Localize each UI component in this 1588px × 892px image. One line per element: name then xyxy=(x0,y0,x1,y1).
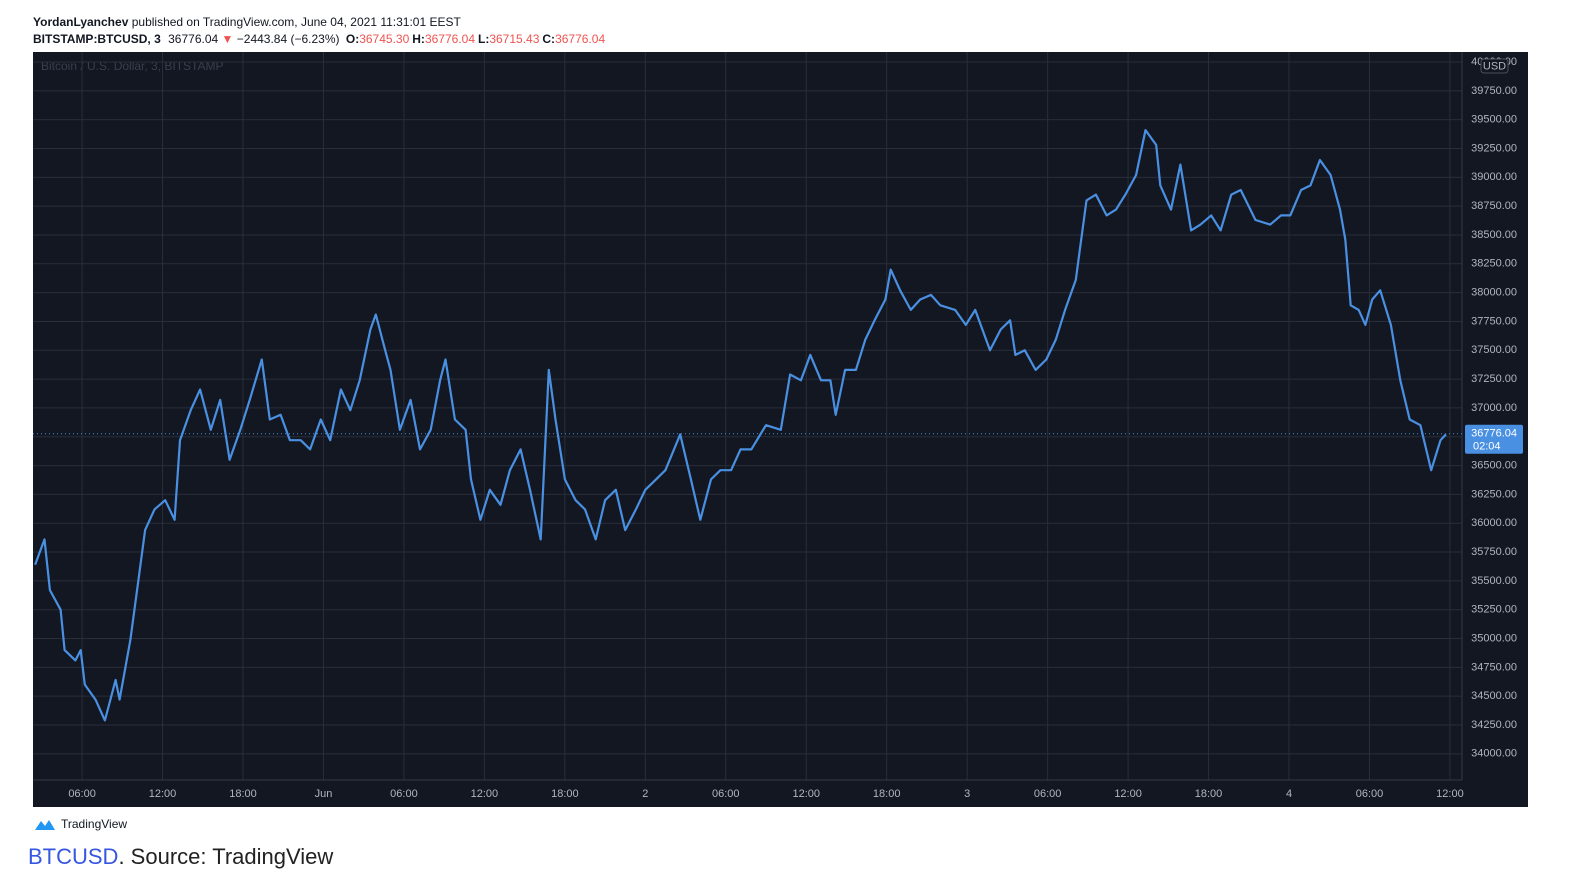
ohlc-key: O: xyxy=(345,32,360,46)
last-price-box xyxy=(1465,424,1523,454)
ohlc-key: L: xyxy=(478,32,490,46)
y-tick-label: 39250.00 xyxy=(1471,142,1517,154)
x-tick-label: 18:00 xyxy=(873,788,901,800)
y-tick-label: 35750.00 xyxy=(1471,546,1517,558)
y-tick-label: 35250.00 xyxy=(1471,604,1517,616)
logo-icon xyxy=(35,820,55,830)
logo-text: TradingView xyxy=(61,817,128,831)
x-tick-label: 18:00 xyxy=(1195,788,1223,800)
quote-line: BITSTAMP:BTCUSD, 3 36776.04 ▼ −2443.84 (… xyxy=(33,32,605,46)
x-tick-label: 2 xyxy=(642,788,648,800)
y-tick-label: 35500.00 xyxy=(1471,575,1517,587)
x-tick-label: 12:00 xyxy=(149,788,177,800)
ohlc-value: 36776.04 xyxy=(555,32,606,46)
symbol: BITSTAMP:BTCUSD, 3 xyxy=(33,32,161,46)
currency-label: USD xyxy=(1483,60,1506,72)
x-tick-label: 06:00 xyxy=(1034,788,1062,800)
x-tick-label: 12:00 xyxy=(471,788,499,800)
countdown-label: 02:04 xyxy=(1473,441,1501,453)
arrow: ▼ xyxy=(221,32,234,46)
logo: TradingView xyxy=(33,816,127,832)
ohlc-key: C: xyxy=(542,32,556,46)
x-tick-label: 06:00 xyxy=(712,788,740,800)
chart: Bitcoin / U.S. Dollar, 3, BITSTAMP 34000… xyxy=(33,52,1528,807)
y-tick-label: 37500.00 xyxy=(1471,344,1517,356)
x-tick-label: 3 xyxy=(964,788,970,800)
price-line xyxy=(34,129,1447,722)
y-tick-label: 34750.00 xyxy=(1471,661,1517,673)
x-tick-label: 06:00 xyxy=(390,788,418,800)
ohlc-key: H: xyxy=(412,32,425,46)
x-tick-label: 12:00 xyxy=(792,788,820,800)
x-tick-label: 06:00 xyxy=(1356,788,1384,800)
publish-line: YordanLyanchev published on TradingView.… xyxy=(33,15,461,29)
y-tick-label: 34000.00 xyxy=(1471,748,1517,760)
y-tick-label: 38500.00 xyxy=(1471,229,1517,241)
author: YordanLyanchev xyxy=(33,15,129,29)
y-tick-label: 39750.00 xyxy=(1471,85,1517,97)
y-tick-label: 34250.00 xyxy=(1471,719,1517,731)
y-tick-label: 39500.00 xyxy=(1471,114,1517,126)
currency-badge xyxy=(1480,58,1509,74)
change: −2443.84 (−6.23%) xyxy=(236,32,340,46)
x-tick-label: 18:00 xyxy=(551,788,579,800)
ohlc: O:36745.30 H:36776.04 L:36715.43 C:36776.04 xyxy=(343,32,605,46)
caption: BTCUSD. Source: TradingView xyxy=(28,844,333,870)
y-tick-label: 36500.00 xyxy=(1471,459,1517,471)
caption-text: . Source: TradingView xyxy=(118,844,334,869)
y-tick-label: 39000.00 xyxy=(1471,171,1517,183)
x-tick-label: 06:00 xyxy=(68,788,96,800)
y-tick-label: 35000.00 xyxy=(1471,632,1517,644)
y-tick-label: 36000.00 xyxy=(1471,517,1517,529)
y-tick-label: 34500.00 xyxy=(1471,690,1517,702)
y-tick-label: 36250.00 xyxy=(1471,488,1517,500)
y-tick-label: 38000.00 xyxy=(1471,287,1517,299)
x-tick-label: Jun xyxy=(315,788,333,800)
watermark: Bitcoin / U.S. Dollar, 3, BITSTAMP xyxy=(41,59,224,73)
y-tick-label: 38250.00 xyxy=(1471,258,1517,270)
ohlc-value: 36745.30 xyxy=(359,32,410,46)
x-tick-label: 18:00 xyxy=(229,788,257,800)
y-tick-label: 38750.00 xyxy=(1471,200,1517,212)
ohlc-value: 36715.43 xyxy=(489,32,540,46)
x-tick-label: 4 xyxy=(1286,788,1292,800)
price: 36776.04 xyxy=(168,32,219,46)
ohlc-value: 36776.04 xyxy=(424,32,475,46)
y-tick-label: 37250.00 xyxy=(1471,373,1517,385)
x-tick-label: 12:00 xyxy=(1114,788,1142,800)
y-tick-label: 37750.00 xyxy=(1471,315,1517,327)
last-price-label: 36776.04 xyxy=(1471,428,1517,440)
caption-link[interactable]: BTCUSD xyxy=(28,844,119,869)
x-tick-label: 12:00 xyxy=(1436,788,1464,800)
published: published on TradingView.com, June 04, 2… xyxy=(131,15,461,29)
y-tick-label: 37000.00 xyxy=(1471,402,1517,414)
